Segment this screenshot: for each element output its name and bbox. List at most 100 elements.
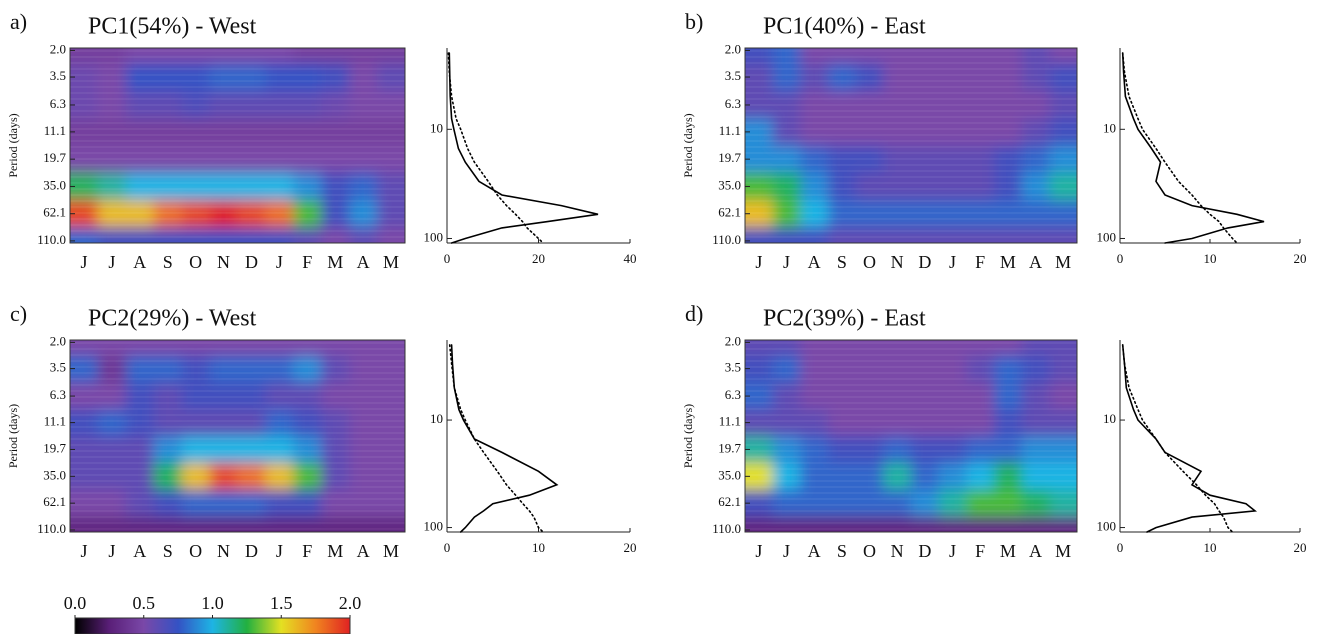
heat-cell (883, 200, 912, 228)
heat-cell (966, 489, 995, 518)
heat-cell (772, 355, 801, 383)
heat-cell (966, 436, 995, 464)
y-tick-label: 11.1 (719, 123, 741, 138)
x-tick-label: S (163, 252, 173, 272)
colorbar (74, 617, 351, 634)
heat-cell (911, 409, 940, 437)
heat-cell (1049, 172, 1077, 201)
heat-cell (772, 145, 801, 174)
heat-cell (293, 145, 322, 174)
heat-cell (321, 48, 350, 65)
heat-cell (377, 409, 405, 437)
heat-cell (153, 145, 183, 174)
y-tick-label: 10 (430, 120, 443, 135)
heat-cell (209, 200, 238, 228)
y-tick-label: 3.5 (725, 68, 741, 83)
heat-cell (97, 489, 127, 518)
x-tick-label: D (918, 252, 931, 272)
heat-cell (209, 409, 238, 437)
x-tick-label: 0 (1117, 251, 1124, 266)
heat-cell (349, 409, 378, 437)
heat-cell (265, 436, 294, 464)
heat-cell (772, 200, 801, 228)
heat-cell (125, 172, 155, 201)
heat-cell (855, 340, 884, 356)
x-tick-label: D (918, 541, 931, 561)
heat-cell (377, 63, 405, 92)
x-tick-label: F (302, 252, 312, 272)
heat-cell (966, 63, 995, 92)
heat-cell (377, 462, 405, 491)
heat-cell (772, 118, 801, 147)
x-tick-label: M (1000, 541, 1016, 561)
y-tick-label: 2.0 (50, 41, 66, 56)
heat-cell (265, 118, 294, 147)
heat-cell (772, 91, 801, 119)
heatmap (70, 340, 405, 532)
heat-cell (855, 145, 884, 174)
y-tick-label: 6.3 (50, 387, 66, 402)
heat-cell (911, 489, 940, 518)
heat-cell (855, 436, 884, 464)
heat-cell (321, 382, 350, 410)
y-axis-label: Period (days) (681, 404, 695, 468)
heat-cell (293, 382, 322, 410)
heat-cell (181, 118, 211, 147)
heat-cell (911, 172, 940, 201)
heat-cell (828, 409, 857, 437)
heatmap-cells (745, 48, 1077, 243)
heat-cell (125, 63, 155, 92)
colorbar-tick-label: 0.0 (64, 593, 87, 613)
heat-cell (1049, 200, 1077, 228)
heat-cell (293, 91, 322, 119)
y-tick-label: 2.0 (50, 333, 66, 348)
heat-cell (883, 340, 912, 356)
y-tick-label: 2.0 (725, 41, 741, 56)
heat-cell (883, 172, 912, 201)
heat-cell (125, 118, 155, 147)
heat-cell (349, 355, 378, 383)
y-tick-label: 110.0 (712, 232, 741, 247)
heat-cell (377, 516, 405, 532)
heat-cell (97, 462, 127, 491)
x-tick-label: S (837, 541, 847, 561)
heat-cell (237, 489, 266, 518)
heat-cell (349, 489, 378, 518)
colorbar-tick-label: 0.5 (133, 593, 156, 613)
heat-cell (745, 355, 774, 383)
heat-cell (181, 63, 211, 92)
heat-cell (70, 355, 99, 383)
spectrum-line (1121, 52, 1238, 244)
heat-cell (994, 200, 1023, 228)
heat-cell (209, 340, 238, 356)
heat-cell (321, 63, 350, 92)
x-tick-label: A (357, 252, 370, 272)
y-tick-label: 35.0 (43, 177, 66, 192)
heat-cell (209, 63, 238, 92)
heat-cell (1021, 118, 1050, 147)
x-tick-label: J (755, 252, 762, 272)
x-tick-label: J (276, 252, 283, 272)
heat-cell (209, 489, 238, 518)
heat-cell (883, 462, 912, 491)
heat-cell (153, 382, 183, 410)
heat-cell (70, 63, 99, 92)
heat-cell (745, 48, 774, 65)
x-tick-label: J (80, 252, 87, 272)
heat-cell (800, 145, 829, 174)
heat-cell (828, 516, 857, 532)
heat-cell (883, 91, 912, 119)
heat-cell (293, 227, 322, 243)
x-tick-label: A (1029, 252, 1042, 272)
heat-cell (321, 227, 350, 243)
heat-cell (911, 516, 940, 532)
heat-cell (237, 91, 266, 119)
heat-cell (321, 200, 350, 228)
heat-cell (855, 48, 884, 65)
x-tick-label: 0 (1117, 540, 1124, 555)
heat-cell (994, 145, 1023, 174)
y-axis-label: Period (days) (6, 404, 20, 468)
heat-cell (377, 227, 405, 243)
x-tick-label: O (189, 252, 202, 272)
heat-cell (181, 227, 211, 243)
